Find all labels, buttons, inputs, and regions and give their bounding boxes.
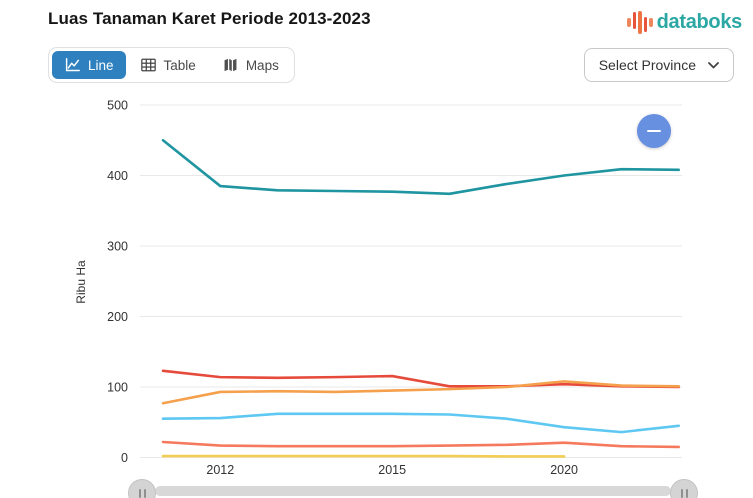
- y-tick-label: 100: [107, 381, 128, 395]
- x-tick-label: 2012: [206, 463, 234, 477]
- range-scrollbar-track[interactable]: [155, 486, 671, 496]
- y-tick-label: 400: [107, 169, 128, 183]
- province-select-label: Select Province: [598, 57, 696, 73]
- grip-icon: [143, 488, 146, 498]
- series-line-salmon: [161, 440, 681, 449]
- view-toggle-line-label: Line: [88, 57, 114, 73]
- databoks-wordmark: databoks: [656, 10, 743, 33]
- zoom-out-button[interactable]: [637, 114, 671, 148]
- range-scrollbar-right-handle[interactable]: [670, 479, 698, 498]
- series-line-red: [161, 369, 681, 389]
- series-line-teal: [161, 138, 681, 196]
- table-grid-icon: [140, 58, 156, 72]
- grip-icon: [138, 488, 141, 498]
- view-toggle-line[interactable]: Line: [52, 51, 126, 79]
- minus-icon: [647, 129, 661, 133]
- series-line-light-blue: [161, 412, 681, 434]
- chevron-down-icon: [708, 61, 719, 68]
- x-tick-label: 2015: [378, 463, 406, 477]
- view-toggle-table-label: Table: [163, 57, 196, 73]
- grip-icon: [685, 488, 688, 498]
- page-title: Luas Tanaman Karet Periode 2013-2023: [48, 9, 371, 28]
- x-tick-label: 2020: [550, 463, 578, 477]
- y-tick-label: 0: [121, 451, 128, 465]
- line-chart-icon: [65, 57, 80, 72]
- y-axis-title: Ribu Ha: [74, 260, 88, 304]
- databoks-logo[interactable]: databoks: [627, 9, 742, 35]
- grip-icon: [680, 488, 683, 498]
- series-line-orange: [161, 380, 681, 405]
- province-select[interactable]: Select Province: [583, 48, 734, 82]
- view-toggle-table[interactable]: Table: [128, 51, 208, 79]
- range-scrollbar-left-handle[interactable]: [128, 479, 156, 498]
- databoks-logo-icon: [627, 9, 653, 35]
- view-toggle-maps-label: Maps: [245, 57, 279, 73]
- view-toggle-group: Line Table Maps: [48, 47, 295, 83]
- toolbar: Line Table Maps: [0, 35, 753, 83]
- y-tick-label: 500: [107, 99, 128, 113]
- y-tick-label: 300: [107, 240, 128, 254]
- folded-map-icon: [224, 58, 237, 72]
- y-tick-label: 200: [107, 310, 128, 324]
- view-toggle-maps[interactable]: Maps: [210, 51, 291, 79]
- header: Luas Tanaman Karet Periode 2013-2023 dat…: [0, 0, 753, 35]
